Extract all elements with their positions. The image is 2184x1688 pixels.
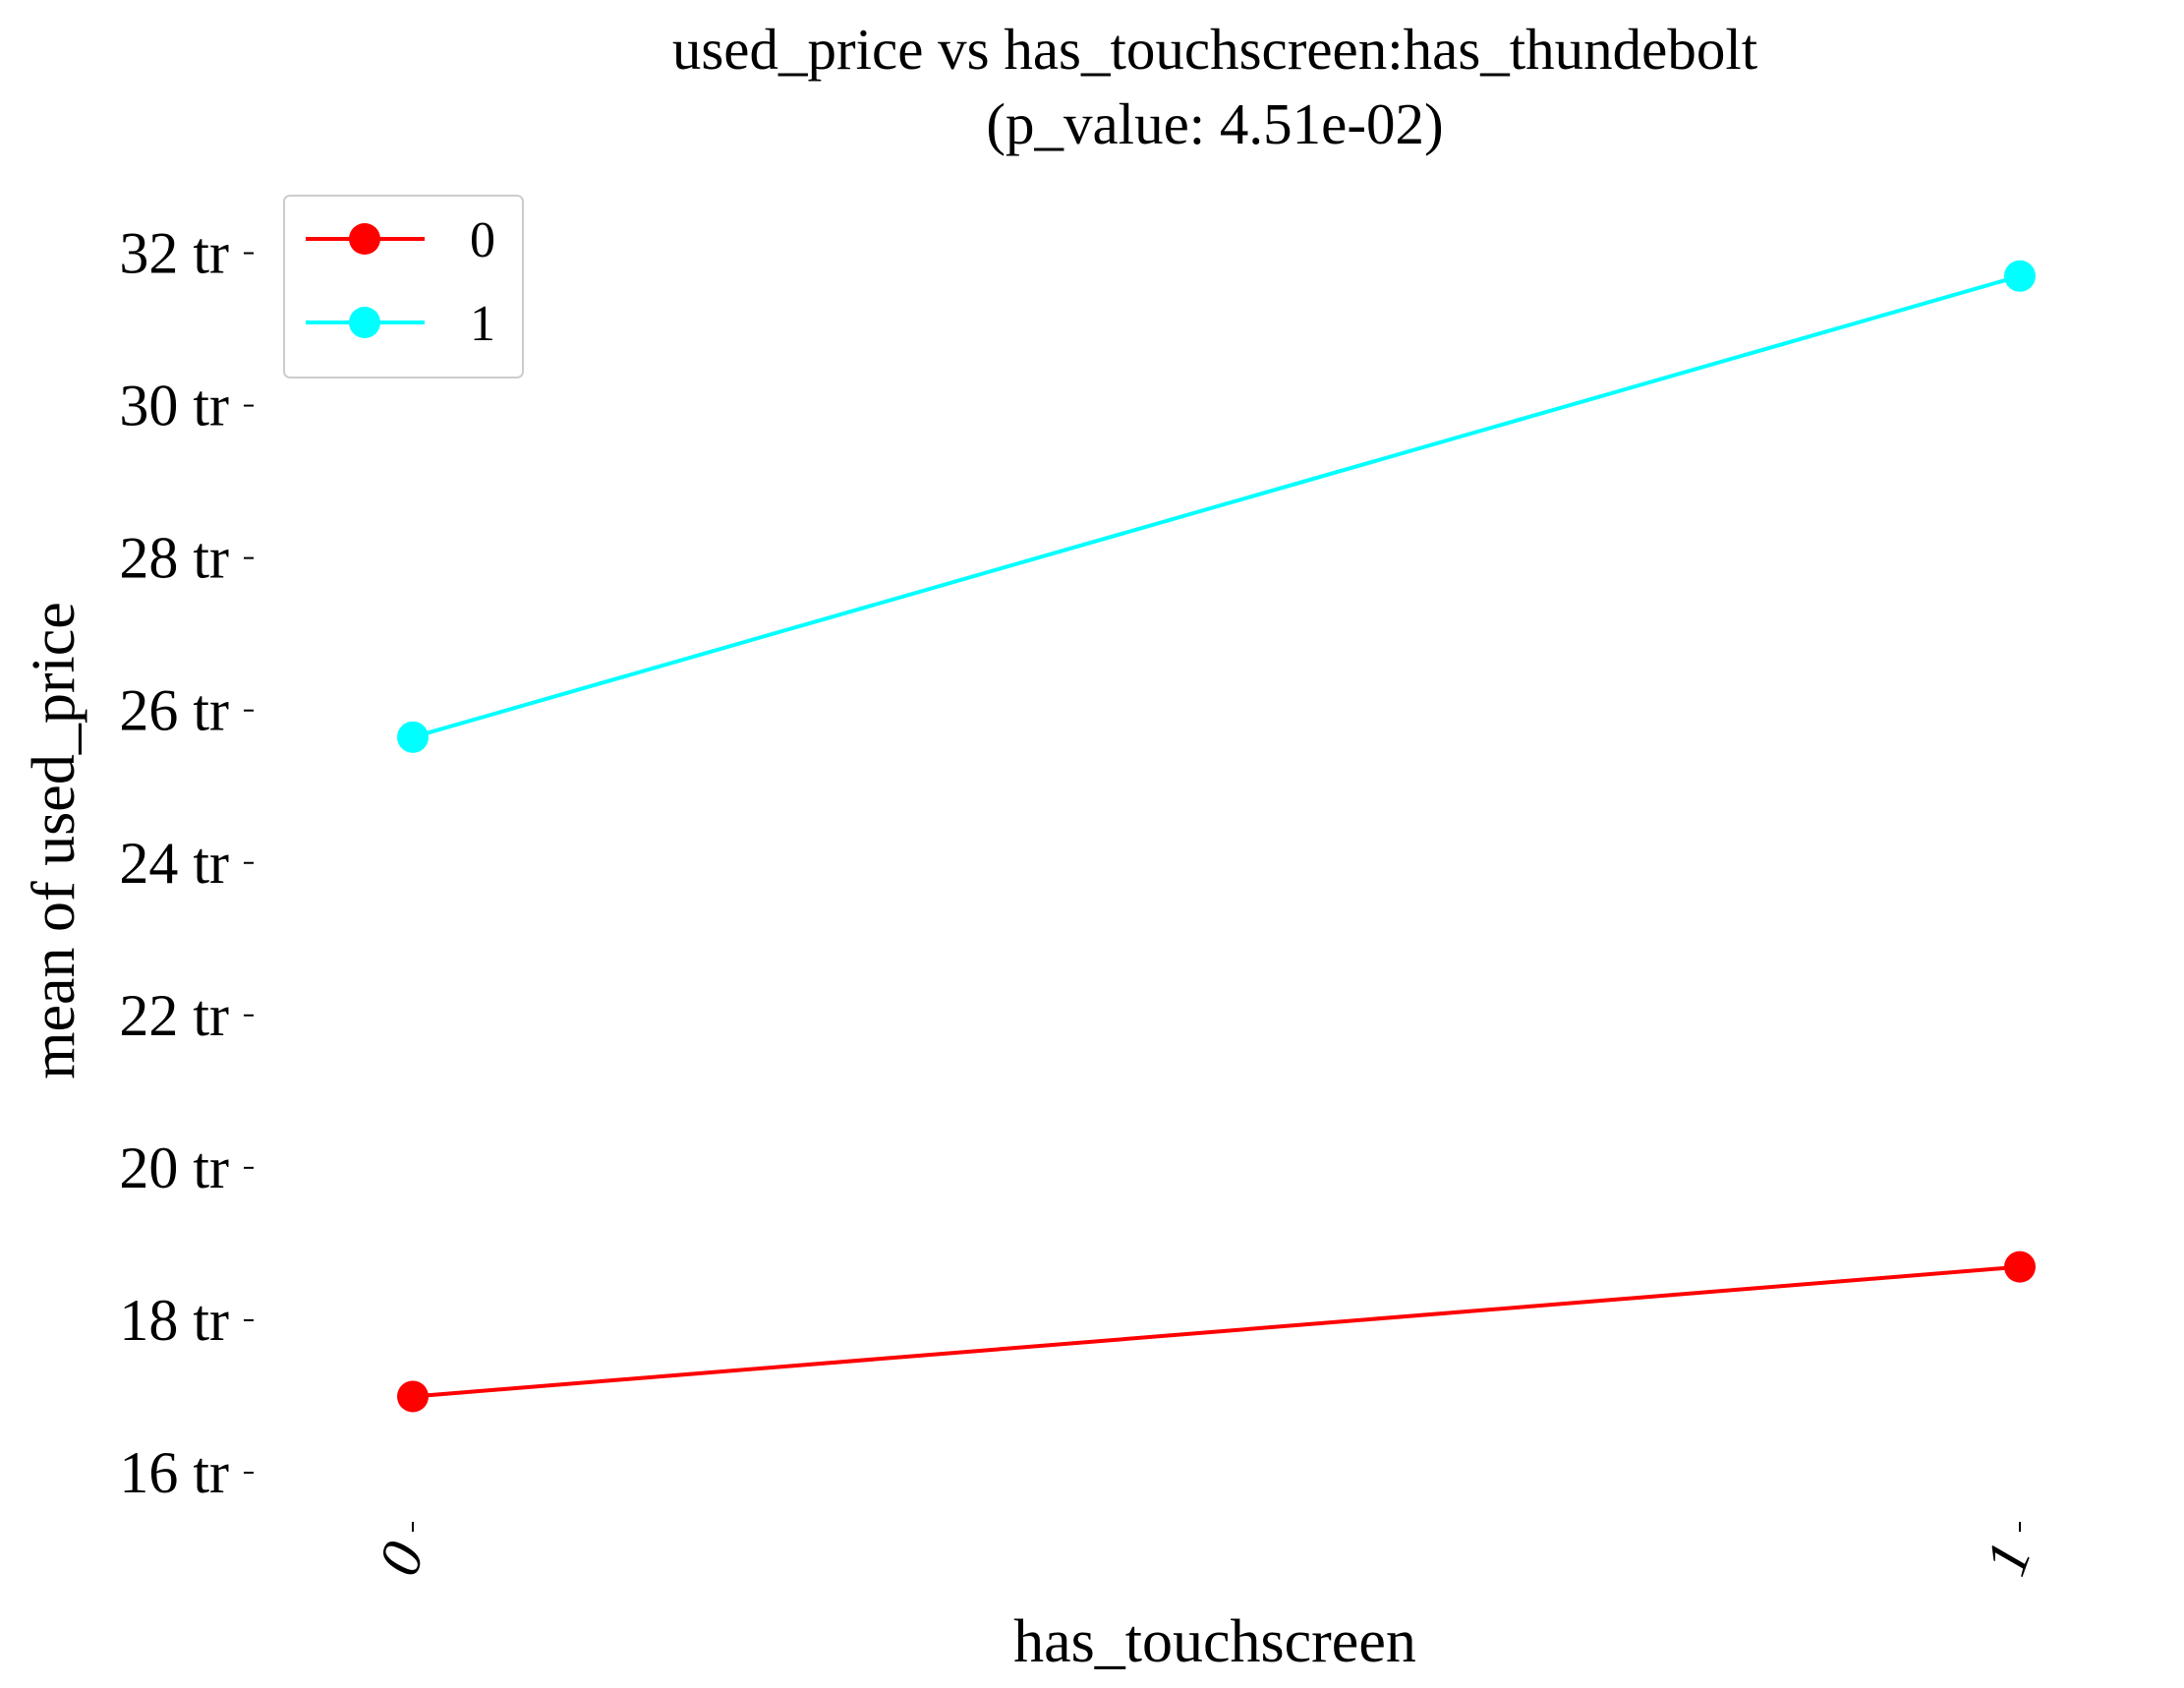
series-line-1 bbox=[412, 273, 2021, 739]
y-tick-label: 20 tr bbox=[119, 1135, 229, 1200]
series-point-0 bbox=[2004, 1251, 2036, 1283]
series-point-1 bbox=[2004, 260, 2036, 292]
legend-marker-0 bbox=[349, 223, 380, 255]
legend-frame bbox=[283, 195, 524, 378]
x-axis-label: has_touchscreen bbox=[1013, 1608, 1416, 1675]
y-tick-label: 24 tr bbox=[119, 831, 229, 896]
y-tick-label: 30 tr bbox=[119, 374, 229, 438]
chart-subtitle: (p_value: 4.51e-02) bbox=[986, 91, 1443, 156]
y-axis: 16 tr 18 tr 20 tr 22 tr 24 tr 26 tr 28 tr 30 tr… bbox=[119, 221, 254, 1505]
legend-label: 1 bbox=[470, 296, 495, 352]
x-tick-label: 0 bbox=[366, 1534, 436, 1584]
legend: 01 bbox=[283, 195, 524, 378]
y-tick-label: 22 tr bbox=[119, 983, 229, 1048]
legend-label: 0 bbox=[470, 212, 495, 268]
chart-title: used_price vs has_touchscreen:has_thunde… bbox=[672, 17, 1758, 82]
y-tick-label: 18 tr bbox=[119, 1288, 229, 1353]
y-tick-label: 32 tr bbox=[119, 221, 229, 286]
series-line-0 bbox=[412, 1264, 2021, 1399]
series-point-0 bbox=[397, 1380, 429, 1413]
y-tick-label: 16 tr bbox=[119, 1440, 229, 1505]
y-tick-label: 26 tr bbox=[119, 678, 229, 743]
y-tick-label: 28 tr bbox=[119, 526, 229, 591]
x-tick-label: 1 bbox=[1973, 1534, 2043, 1584]
legend-marker-1 bbox=[349, 307, 380, 338]
series-point-1 bbox=[397, 721, 429, 753]
series-layer bbox=[397, 260, 2036, 1413]
y-axis-label: mean of used_price bbox=[21, 602, 87, 1078]
